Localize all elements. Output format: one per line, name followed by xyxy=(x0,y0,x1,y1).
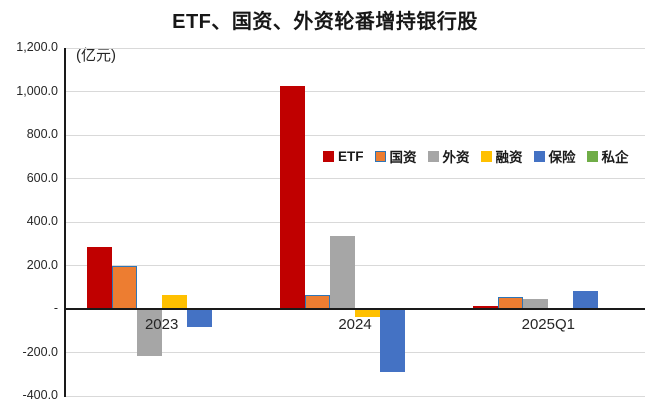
bar-融资-2024 xyxy=(355,309,380,317)
legend-swatch-融资 xyxy=(480,150,492,162)
gridline xyxy=(65,178,645,179)
bar-外资-2025Q1 xyxy=(523,299,549,309)
y-axis-tick-label: 200.0 xyxy=(26,257,58,272)
x-axis-label-2023: 2023 xyxy=(144,316,179,333)
bar-外资-2024 xyxy=(330,236,355,309)
legend-item-ETF: ETF xyxy=(323,149,364,164)
bar-保险-2023 xyxy=(186,309,212,328)
gridline xyxy=(65,265,645,266)
gridline xyxy=(65,352,645,353)
legend-label: ETF xyxy=(338,148,364,164)
y-axis-unit-label: (亿元) xyxy=(76,47,116,64)
y-axis-tick-label: - xyxy=(53,301,58,315)
bar-保险-2024 xyxy=(380,309,405,373)
legend-item-国资: 国资 xyxy=(374,146,417,166)
legend-label: 保险 xyxy=(548,150,576,165)
gridline xyxy=(65,91,645,92)
y-axis-tick-label: -400.0 xyxy=(22,388,58,402)
bar-保险-2025Q1 xyxy=(573,290,599,309)
gridline xyxy=(65,134,645,136)
y-axis-tick-label: 600.0 xyxy=(26,170,58,185)
gridline xyxy=(65,47,645,49)
bar-ETF-2025Q1 xyxy=(473,305,499,309)
gridline xyxy=(65,395,645,397)
y-axis-tick-label: 1,200.0 xyxy=(16,40,58,54)
bar-外资-2023 xyxy=(136,309,162,356)
legend-swatch-保险 xyxy=(533,150,545,162)
legend-label: 融资 xyxy=(495,150,523,165)
chart-title: ETF、国资、外资轮番增持银行股 xyxy=(172,11,478,33)
legend-label: 外资 xyxy=(442,150,470,165)
bar-国资-2024 xyxy=(305,294,330,309)
bar-ETF-2023 xyxy=(86,247,112,309)
legend-swatch-ETF xyxy=(323,150,334,162)
legend-item-私企: 私企 xyxy=(586,146,629,166)
bar-国资-2023 xyxy=(111,265,137,309)
y-axis-tick-label: 400.0 xyxy=(26,214,58,228)
y-axis-tick-label: -200.0 xyxy=(22,344,58,359)
y-axis-tick-label: 800.0 xyxy=(26,127,58,141)
legend-swatch-外资 xyxy=(427,150,439,162)
legend-item-保险: 保险 xyxy=(533,146,576,166)
legend-swatch-国资 xyxy=(374,150,386,162)
x-axis-label-2025Q1: 2025Q1 xyxy=(521,316,576,333)
legend-item-外资: 外资 xyxy=(427,146,470,166)
y-axis-tick-label: 1,000.0 xyxy=(16,83,58,98)
gridline xyxy=(65,221,645,223)
legend-item-融资: 融资 xyxy=(480,146,523,166)
legend-swatch-私企 xyxy=(586,150,598,162)
y-axis-line xyxy=(64,48,66,397)
legend-label: 国资 xyxy=(389,150,417,165)
chart-legend: ETF 国资 外资 融资 保险 私企 xyxy=(323,146,629,166)
legend-label: 私企 xyxy=(601,150,629,165)
bar-ETF-2024 xyxy=(280,86,305,309)
x-axis-zero-line xyxy=(65,308,645,310)
x-axis-label-2024: 2024 xyxy=(338,316,372,333)
bar-融资-2023 xyxy=(161,294,187,309)
